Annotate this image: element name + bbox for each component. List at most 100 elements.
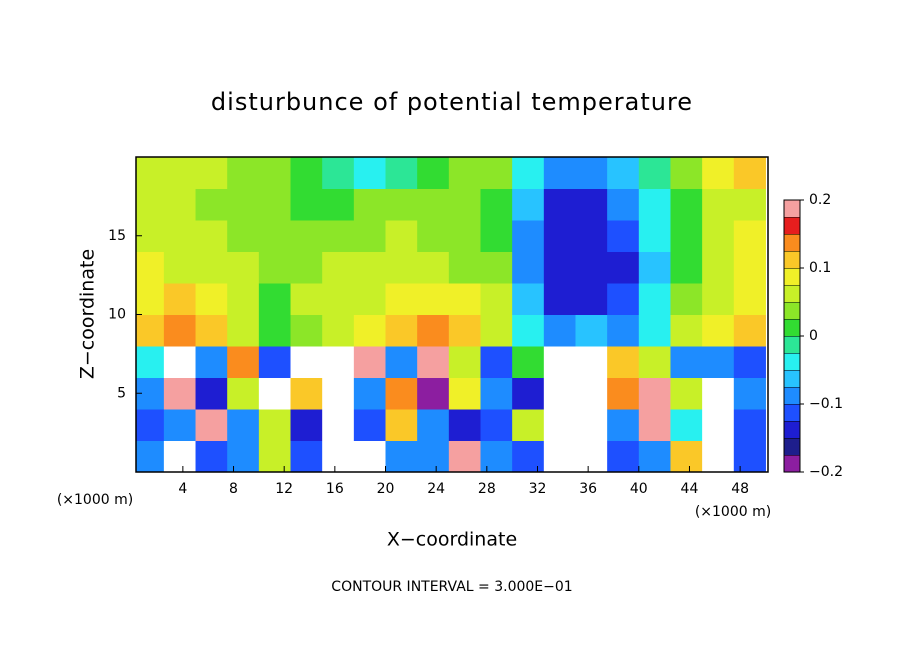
cell (385, 220, 418, 252)
cell (607, 251, 640, 284)
cell (227, 377, 260, 410)
cell (353, 440, 387, 472)
cell (575, 314, 608, 347)
cell (512, 188, 545, 221)
x-tick-label: 28 (478, 481, 496, 497)
colorbar-swatch (783, 301, 801, 320)
cell (448, 220, 481, 252)
x-axis-label: X−coordinate (387, 529, 517, 551)
cell (136, 188, 165, 221)
field (136, 157, 766, 472)
cell (353, 283, 387, 315)
cell (512, 314, 545, 347)
cell (353, 346, 387, 378)
cell (733, 157, 766, 189)
cell (638, 188, 671, 221)
cell (290, 251, 323, 284)
x-tick-label: 12 (275, 481, 293, 497)
x-tick-label: 16 (326, 481, 344, 497)
x-tick-label: 20 (377, 481, 395, 497)
y-tick-label: 10 (108, 307, 126, 323)
cell (607, 283, 640, 315)
cell (480, 251, 513, 284)
cell (480, 157, 513, 189)
cell (163, 157, 197, 189)
cell (702, 188, 735, 221)
cell (195, 251, 228, 284)
y-unit-label: (×1000 m) (57, 492, 133, 508)
colorbar-tick-label: −0.2 (809, 464, 843, 480)
cell (448, 188, 481, 221)
cell (322, 283, 355, 315)
cell (702, 346, 735, 378)
x-tick-label: 40 (630, 481, 648, 497)
cell (258, 440, 292, 472)
y-tick-label: 15 (108, 228, 126, 244)
cell (670, 220, 703, 252)
cell (290, 377, 323, 410)
cell (353, 377, 387, 410)
cell (733, 409, 766, 441)
cell (480, 346, 513, 378)
cell (385, 440, 418, 472)
colorbar-swatch (783, 352, 801, 371)
cell (575, 220, 608, 252)
cell (702, 251, 735, 284)
x-tick-label: 8 (229, 481, 238, 497)
cell (417, 314, 450, 347)
cell (638, 346, 671, 378)
cell (163, 283, 197, 315)
cell (702, 220, 735, 252)
x-tick-label: 4 (178, 481, 187, 497)
cell (543, 157, 576, 189)
cell (575, 283, 608, 315)
cell (543, 314, 576, 347)
cell (385, 251, 418, 284)
cell (353, 251, 387, 284)
colorbar-swatch (783, 335, 801, 354)
cell (227, 157, 260, 189)
cell (670, 440, 703, 472)
colorbar-swatch (783, 216, 801, 235)
cell (322, 188, 355, 221)
colorbar-swatch (783, 437, 801, 456)
cell (417, 251, 450, 284)
cell (227, 220, 260, 252)
cell (136, 440, 165, 472)
cell (480, 220, 513, 252)
cell (385, 409, 418, 441)
cell (448, 440, 481, 472)
cell (733, 440, 766, 472)
cell (163, 440, 197, 472)
cell (353, 157, 387, 189)
x-tick-label: 44 (681, 481, 699, 497)
cell (607, 157, 640, 189)
cell (290, 283, 323, 315)
cell (385, 377, 418, 410)
colorbar-swatch (783, 420, 801, 439)
cell (512, 377, 545, 410)
x-tick-label: 24 (427, 481, 445, 497)
cell (733, 283, 766, 315)
cell (417, 283, 450, 315)
cell (258, 409, 292, 441)
cell (543, 283, 576, 315)
cell (417, 220, 450, 252)
cell (136, 346, 165, 378)
cell (448, 251, 481, 284)
cell (480, 314, 513, 347)
contour-note: CONTOUR INTERVAL = 3.000E−01 (331, 579, 572, 595)
colorbar-swatch (783, 267, 801, 286)
chart-title: disturbunce of potential temperature (211, 88, 693, 116)
cell (702, 314, 735, 347)
cell (322, 314, 355, 347)
cell (163, 409, 197, 441)
cell (385, 346, 418, 378)
cell (163, 314, 197, 347)
cell (227, 283, 260, 315)
colorbar-swatch (783, 284, 801, 303)
cell (322, 346, 355, 378)
cell (290, 346, 323, 378)
cell (512, 409, 545, 441)
